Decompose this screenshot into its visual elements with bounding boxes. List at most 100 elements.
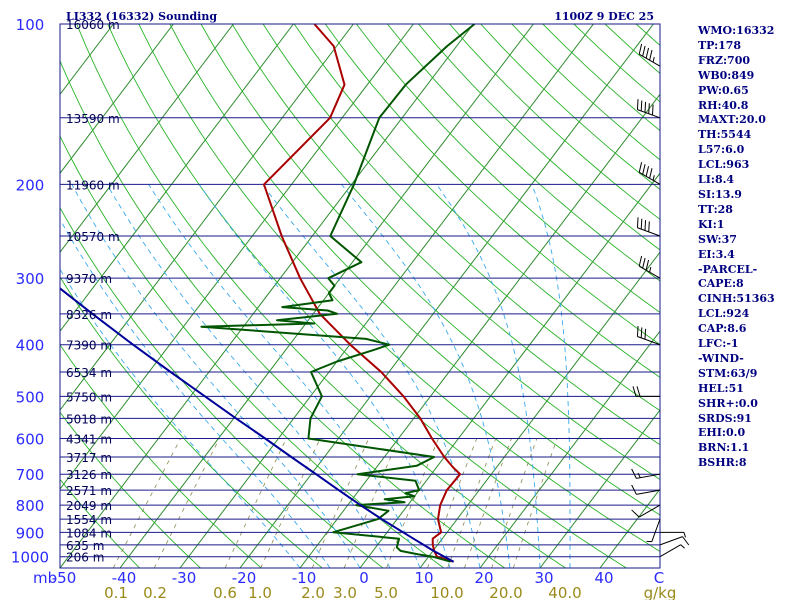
dry-adiabat xyxy=(356,24,660,313)
parcel-line xyxy=(60,287,455,563)
index-item: CINH:51363 xyxy=(698,292,775,306)
wind-barb xyxy=(646,518,661,543)
isotherm-line xyxy=(60,24,294,332)
isotherm-line xyxy=(60,24,354,411)
temperature-tick-label: 20 xyxy=(474,569,493,587)
height-label: 8326 m xyxy=(66,308,112,322)
dry-adiabat xyxy=(262,24,660,412)
pressure-tick-label: 400 xyxy=(16,337,45,355)
height-label: 9370 m xyxy=(66,272,112,286)
wind-barb xyxy=(631,468,661,479)
pressure-tick-label: 800 xyxy=(16,497,45,515)
index-item: LFC:-1 xyxy=(698,337,739,351)
index-item: TT:28 xyxy=(698,202,733,216)
plot-frame xyxy=(59,23,661,569)
dry-adiabat xyxy=(387,24,660,282)
index-item: -PARCEL- xyxy=(698,262,758,276)
dry-adiabat xyxy=(60,344,262,568)
isotherm-line xyxy=(179,24,594,568)
height-label: 13590 m xyxy=(66,112,120,126)
index-item: WMO:16332 xyxy=(698,24,775,37)
height-label: 5750 m xyxy=(66,390,112,404)
background-grid xyxy=(60,24,660,568)
mixing-ratio-line xyxy=(512,438,558,568)
y-axis-unit: mb xyxy=(33,569,57,587)
pressure-tick-label: 1000 xyxy=(11,549,49,567)
height-label: 3126 m xyxy=(66,468,112,482)
wind-barb xyxy=(659,536,690,546)
mixing-ratio-label: 0.6 xyxy=(213,584,237,600)
dry-adiabat xyxy=(76,24,566,568)
index-item: TP:178 xyxy=(698,38,742,52)
isotherm-line xyxy=(60,24,234,254)
wind-barb xyxy=(660,531,686,538)
isotherm-line xyxy=(60,24,474,568)
height-label: 2571 m xyxy=(66,484,112,498)
isotherm-line xyxy=(60,24,174,175)
index-item: SHR+:0.0 xyxy=(698,396,758,410)
temperature-line xyxy=(263,24,462,563)
wind-barb xyxy=(638,162,661,185)
temperature-tick-label: 30 xyxy=(534,569,553,587)
index-item: STM:63/9 xyxy=(698,366,758,380)
moist-adiabat xyxy=(531,184,571,568)
isotherm-line xyxy=(479,330,660,568)
index-item: LCL:963 xyxy=(698,158,750,172)
index-item: EHI:0.0 xyxy=(698,426,746,440)
moist-adiabat xyxy=(106,184,391,568)
isotherm-line xyxy=(539,409,660,568)
height-label: 206 m xyxy=(66,551,104,565)
index-item: BSHR:8 xyxy=(698,456,747,470)
index-item: WB0:849 xyxy=(698,68,755,82)
wind-barb xyxy=(636,99,661,119)
wind-barb xyxy=(631,504,661,518)
dry-adiabat xyxy=(293,24,660,378)
pressure-tick-label: 600 xyxy=(16,431,45,449)
mixing-ratio-line xyxy=(491,438,538,568)
wind-barb xyxy=(636,217,661,237)
temperature-tick-label: 0 xyxy=(359,569,369,587)
pressure-tick-label: 900 xyxy=(16,524,45,542)
pressure-tick-label: 100 xyxy=(16,16,45,34)
dry-adiabat xyxy=(200,24,660,481)
moist-adiabat xyxy=(198,184,451,568)
isotherm-line xyxy=(239,24,654,568)
index-item: EI:3.4 xyxy=(698,247,735,261)
wind-barbs xyxy=(631,43,690,558)
index-item: RH:40.8 xyxy=(698,98,749,112)
mixing-ratio-label: 0.2 xyxy=(143,584,167,600)
moist-adiabat xyxy=(436,184,541,568)
height-label: 4341 m xyxy=(66,433,112,447)
moist-adiabat xyxy=(60,218,331,568)
height-label: 10570 m xyxy=(66,230,120,244)
isotherm-line xyxy=(60,24,414,490)
wind-barb xyxy=(659,544,685,558)
height-label: 11960 m xyxy=(66,178,120,192)
temperature-tick-label: -50 xyxy=(52,569,77,587)
isotherm-line xyxy=(359,172,660,568)
mixing-ratio-line xyxy=(260,438,321,568)
x-axis-unit: C xyxy=(654,569,664,587)
chart-datetime: 1100Z 9 DEC 25 xyxy=(554,10,654,23)
index-item: KI:1 xyxy=(698,217,725,231)
index-item: SW:37 xyxy=(698,232,737,246)
index-item: SI:13.9 xyxy=(698,187,742,201)
dry-adiabat xyxy=(60,478,140,568)
wind-barb xyxy=(638,255,661,279)
index-item: L57:6.0 xyxy=(698,143,745,157)
temperature-tick-label: -10 xyxy=(292,569,317,587)
wind-barb xyxy=(632,386,660,397)
height-label: 16060 m xyxy=(66,18,120,32)
pressure-tick-label: 200 xyxy=(16,176,45,194)
mixing-ratio-label: 40.0 xyxy=(548,584,581,600)
mixing-ratio-label: 2.0 xyxy=(301,584,325,600)
mixing-ratio-unit: g/kg xyxy=(644,584,677,600)
pressure-tick-label: 700 xyxy=(16,466,45,484)
index-item: BRN:1.1 xyxy=(698,441,750,455)
mixing-ratio-line xyxy=(112,438,181,568)
moist-adiabat xyxy=(71,184,361,568)
chart-title: LI332 (16332) Sounding xyxy=(66,10,217,23)
index-item: TH:5544 xyxy=(698,128,752,142)
dry-adiabat xyxy=(60,135,445,568)
